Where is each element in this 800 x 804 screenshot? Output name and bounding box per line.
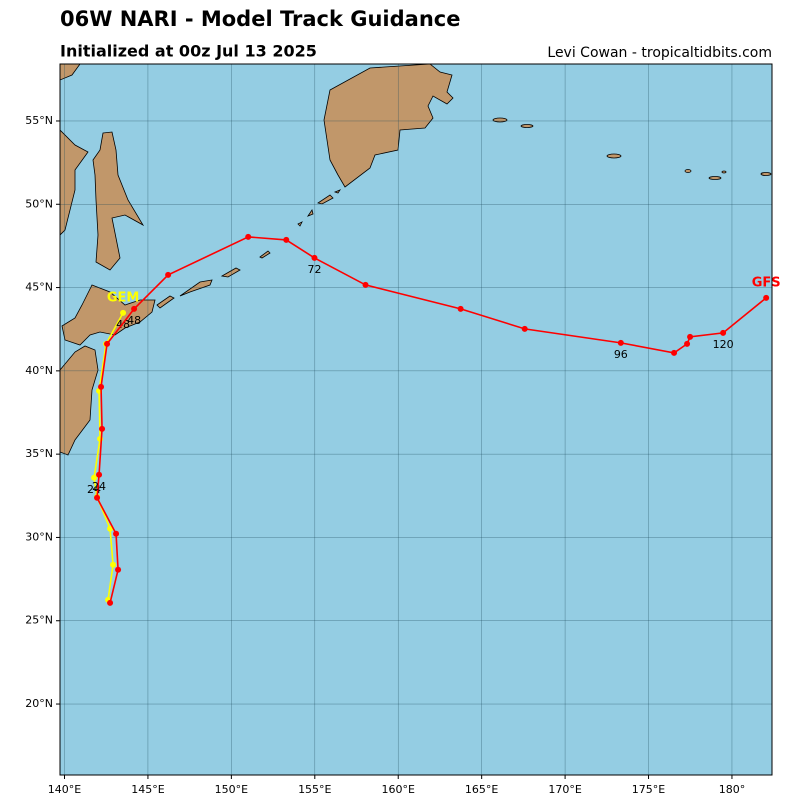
model-label: GFS [752,275,781,290]
ocean [60,64,772,775]
track-point [617,339,624,346]
track-point [687,333,694,340]
x-tick-label: 165°E [465,783,498,796]
frame [59,63,773,776]
x-tick-label: 155°E [298,783,331,796]
hour-label: 48 [127,314,141,327]
track-point [110,561,117,568]
track-point [720,329,727,336]
track-point [131,305,138,312]
track-point [96,471,103,478]
x-tick-label: 170°E [548,783,581,796]
y-tick-label: 40°N [25,364,53,377]
track-point [311,254,318,261]
track-point [684,340,691,347]
y-tick-label: 20°N [25,697,53,710]
x-tick-label: 150°E [215,783,248,796]
track-point [521,325,528,332]
hour-label: 96 [614,348,628,361]
track-point [457,305,464,312]
track-point [91,474,98,481]
model-label: GEM [107,290,140,305]
track-point [165,271,172,278]
title: 06W NARI - Model Track Guidance [60,7,460,31]
x-tick-label: 160°E [382,783,415,796]
track-point [245,233,252,240]
grid [60,64,772,775]
track-point [104,340,111,347]
track-point [671,349,678,356]
x-tick-label: 180° [719,783,746,796]
track-point [362,281,369,288]
track-point [113,530,120,537]
track-line [96,236,767,604]
track-point [99,425,106,432]
x-tick-label: 175°E [632,783,665,796]
hour-label: 24 [92,480,106,493]
track-point [107,525,114,532]
y-tick-label: 30°N [25,530,53,543]
x-tick-label: 145°E [131,783,164,796]
y-tick-label: 55°N [25,114,53,127]
x-tick-label: 140°E [48,783,81,796]
track-point [94,494,101,501]
hour-label: 72 [307,263,321,276]
credit: Levi Cowan - tropicaltidbits.com [547,45,772,61]
track-point [120,309,127,316]
track-point [107,599,114,606]
y-tick-label: 35°N [25,447,53,460]
subtitle: Initialized at 00z Jul 13 2025 [60,42,317,61]
hour-label: 120 [713,338,734,351]
y-tick-label: 45°N [25,281,53,294]
y-tick-label: 50°N [25,197,53,210]
track-point [115,566,122,573]
track-point [98,383,105,390]
y-tick-label: 25°N [25,614,53,627]
track-point [763,294,770,301]
track-point [283,236,290,243]
